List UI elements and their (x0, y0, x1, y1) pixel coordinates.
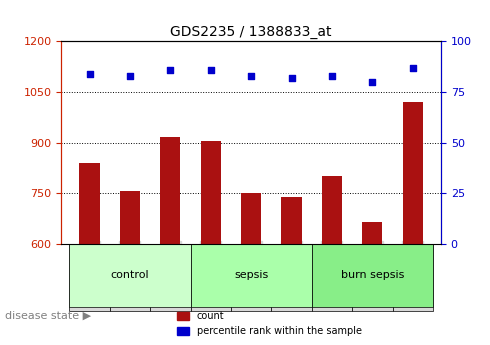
Point (126, 73, 134, 79)
Legend: count, percentile rank within the sample: count, percentile rank within the sample (173, 307, 366, 340)
Point (288, 75, 295, 81)
Bar (322, 176, 342, 345)
Bar (281, 197, 302, 345)
Text: disease state ▶: disease state ▶ (5, 311, 91, 321)
FancyBboxPatch shape (312, 244, 433, 307)
Point (86, 71, 94, 77)
Bar (200, 141, 221, 345)
Point (247, 73, 255, 79)
FancyBboxPatch shape (231, 244, 271, 311)
Bar (403, 102, 423, 345)
Bar (160, 137, 180, 345)
FancyBboxPatch shape (110, 244, 150, 311)
Point (167, 67, 174, 72)
Text: control: control (111, 270, 149, 280)
Bar (241, 193, 261, 345)
FancyBboxPatch shape (150, 244, 191, 311)
Text: sepsis: sepsis (234, 270, 268, 280)
Title: GDS2235 / 1388833_at: GDS2235 / 1388833_at (171, 25, 332, 39)
FancyBboxPatch shape (69, 244, 191, 307)
FancyBboxPatch shape (69, 244, 110, 311)
Point (328, 73, 336, 79)
Bar (79, 163, 99, 345)
Point (207, 67, 215, 72)
Text: burn sepsis: burn sepsis (341, 270, 404, 280)
Point (409, 65, 416, 70)
FancyBboxPatch shape (392, 244, 433, 311)
FancyBboxPatch shape (191, 244, 312, 307)
FancyBboxPatch shape (352, 244, 392, 311)
Point (368, 79, 376, 85)
FancyBboxPatch shape (191, 244, 231, 311)
FancyBboxPatch shape (271, 244, 312, 311)
FancyBboxPatch shape (312, 244, 352, 311)
Bar (362, 222, 382, 345)
Bar (120, 190, 140, 345)
